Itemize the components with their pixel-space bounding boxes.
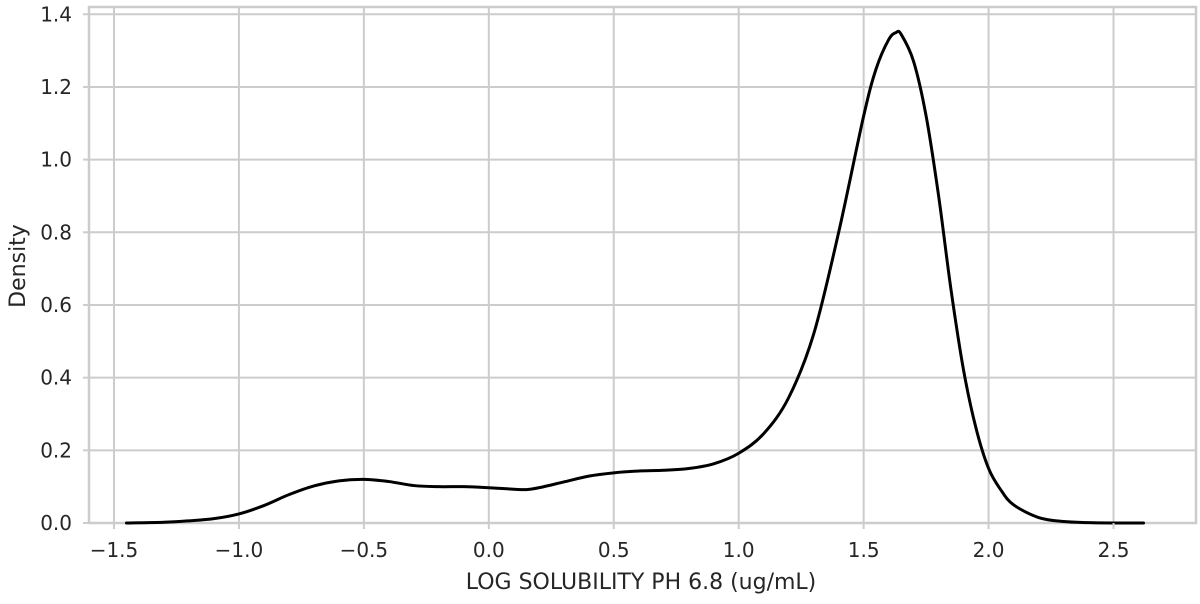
y-tick-label: 0.0: [40, 511, 72, 535]
plot-frame: [87, 5, 1198, 525]
x-tick-label: 1.5: [848, 538, 880, 562]
x-tick-label: 1.0: [723, 538, 755, 562]
y-tick-label: 0.6: [40, 293, 72, 317]
x-tick-label: 2.0: [973, 538, 1005, 562]
x-axis-label: LOG SOLUBILITY PH 6.8 (ug/mL): [466, 570, 817, 595]
y-tick-label: 1.0: [40, 148, 72, 172]
series-layer: [124, 29, 1146, 525]
plot-area-border: [87, 5, 1198, 525]
x-tick-label: −1.0: [215, 538, 264, 562]
x-tick-label: −0.5: [340, 538, 389, 562]
y-tick-label: 1.4: [40, 2, 72, 26]
x-tick-label: 0.5: [598, 538, 630, 562]
y-axis-label: Density: [6, 224, 31, 308]
grid: [89, 7, 1196, 524]
y-tick-label: 0.8: [40, 220, 72, 244]
x-tick-label: 0.0: [473, 538, 505, 562]
y-axis-ticks: 0.0 0.2 0.4 0.6 0.8 1.0 1.2 1.4: [40, 2, 89, 535]
x-tick-label: 2.5: [1098, 538, 1130, 562]
y-tick-label: 0.2: [40, 438, 72, 462]
x-tick-label: −1.5: [90, 538, 139, 562]
y-tick-label: 1.2: [40, 75, 72, 99]
density-curve: [124, 29, 1146, 525]
y-tick-label: 0.4: [40, 366, 72, 390]
x-axis-ticks: −1.5 −1.0 −0.5 0.0 0.5 1.0 1.5 2.0 2.5: [90, 523, 1130, 562]
